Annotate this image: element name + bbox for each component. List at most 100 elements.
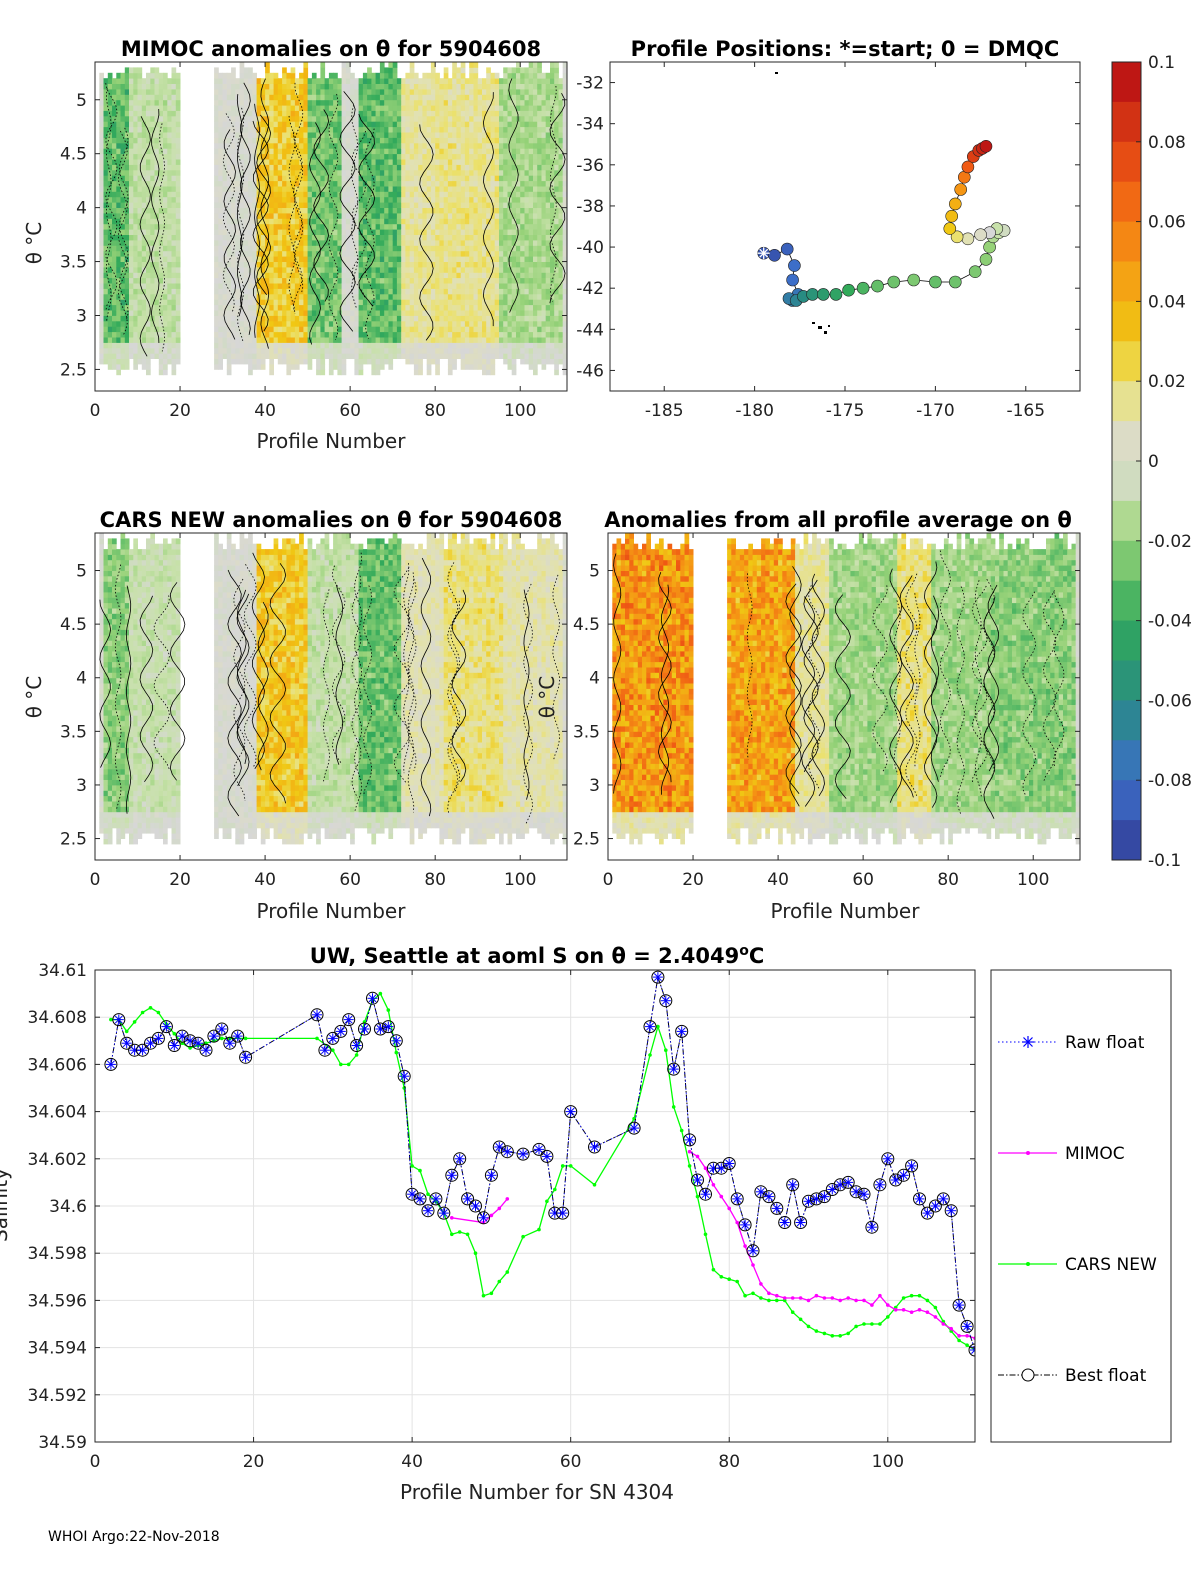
- heat-cell: [158, 213, 164, 219]
- heat-cell: [345, 326, 351, 333]
- heat-cell: [354, 110, 360, 117]
- heat-cell: [422, 245, 428, 252]
- heat-cell: [482, 304, 487, 311]
- heat-cell: [328, 94, 334, 101]
- heat-cell: [243, 299, 249, 306]
- heat-cell: [367, 261, 372, 268]
- heat-cell: [112, 94, 117, 101]
- heat-cell: [214, 202, 219, 208]
- heat-cell: [158, 326, 164, 333]
- heat-cell: [294, 342, 300, 349]
- heat-cell: [490, 337, 496, 343]
- heat-cell: [137, 326, 143, 333]
- heat-cell: [154, 196, 160, 203]
- heat-cell: [290, 110, 296, 117]
- heat-cell: [443, 94, 449, 101]
- heat-cell: [413, 250, 419, 257]
- heat-cell: [337, 256, 343, 262]
- heat-cell: [175, 105, 181, 111]
- heat-cell: [350, 353, 355, 359]
- heat-cell: [405, 110, 411, 117]
- heat-cell: [328, 132, 334, 138]
- heat-cell: [482, 148, 487, 155]
- heat-cell: [218, 342, 223, 349]
- heat-cell: [418, 320, 423, 327]
- heat-cell: [137, 358, 143, 365]
- heat-cell: [214, 320, 219, 327]
- heat-cell: [367, 342, 372, 349]
- heat-cell: [277, 186, 283, 192]
- heat-cell: [345, 213, 351, 219]
- heat-cell: [345, 342, 351, 349]
- heat-cell: [226, 347, 232, 354]
- heat-cell: [99, 132, 104, 138]
- heat-cell: [388, 240, 394, 246]
- heat-cell: [388, 337, 394, 343]
- heat-cell: [269, 369, 274, 376]
- heat-cell: [507, 142, 513, 149]
- heat-cell: [137, 110, 143, 117]
- heat-cell: [269, 342, 274, 349]
- heat-cell: [435, 164, 440, 171]
- heat-cell: [231, 186, 236, 192]
- heat-cell: [320, 267, 326, 273]
- heat-cell: [214, 115, 219, 122]
- heat-cell: [430, 169, 436, 176]
- heat-cell: [328, 196, 334, 203]
- heat-cell: [248, 310, 253, 316]
- heat-cell: [256, 288, 262, 295]
- heat-cell: [354, 137, 360, 144]
- heat-cell: [469, 78, 474, 84]
- heat-cell: [375, 159, 381, 165]
- heat-cell: [333, 110, 338, 117]
- heat-cell: [303, 94, 309, 101]
- heat-cell: [299, 283, 304, 289]
- heat-cell: [311, 250, 317, 257]
- heat-cell: [273, 89, 279, 95]
- heat-cell: [146, 347, 151, 354]
- heat-cell: [341, 245, 347, 252]
- heat-cell: [350, 89, 355, 95]
- heat-cell: [350, 277, 355, 284]
- heat-cell: [248, 132, 253, 138]
- heat-cell: [516, 310, 521, 316]
- heat-cell: [473, 159, 479, 165]
- heat-cell: [294, 310, 300, 316]
- heat-cell: [316, 347, 321, 354]
- heat-cell: [499, 186, 504, 192]
- heat-cell: [146, 99, 151, 106]
- heat-cell: [269, 110, 274, 117]
- heat-cell: [405, 89, 411, 95]
- heat-cell: [447, 229, 453, 235]
- heat-cell: [477, 293, 483, 300]
- heat-cell: [473, 191, 479, 198]
- heat-cell: [413, 180, 419, 187]
- heat-cell: [218, 207, 223, 214]
- heat-cell: [409, 148, 415, 155]
- heat-cell: [345, 347, 351, 354]
- heat-cell: [141, 304, 147, 311]
- heat-cell: [235, 126, 240, 133]
- heat-cell: [137, 299, 143, 306]
- heat-cell: [103, 342, 109, 349]
- heat-cell: [316, 320, 321, 327]
- heat-cell: [120, 142, 126, 149]
- heat-cell: [426, 132, 432, 138]
- heat-cell: [371, 196, 377, 203]
- heat-cell: [112, 89, 117, 95]
- heat-cell: [464, 326, 470, 333]
- heat-cell: [167, 342, 172, 349]
- heat-cell: [167, 115, 172, 122]
- heat-cell: [316, 99, 321, 106]
- heat-cell: [456, 299, 462, 306]
- heat-cell: [277, 105, 283, 111]
- heat-cell: [150, 186, 155, 192]
- heat-cell: [473, 223, 479, 230]
- heat-cell: [324, 304, 330, 311]
- heat-cell: [367, 234, 372, 241]
- heat-cell: [328, 126, 334, 133]
- heat-cell: [354, 304, 360, 311]
- heat-cell: [430, 175, 436, 182]
- heat-cell: [222, 310, 228, 316]
- heat-cell: [516, 245, 521, 252]
